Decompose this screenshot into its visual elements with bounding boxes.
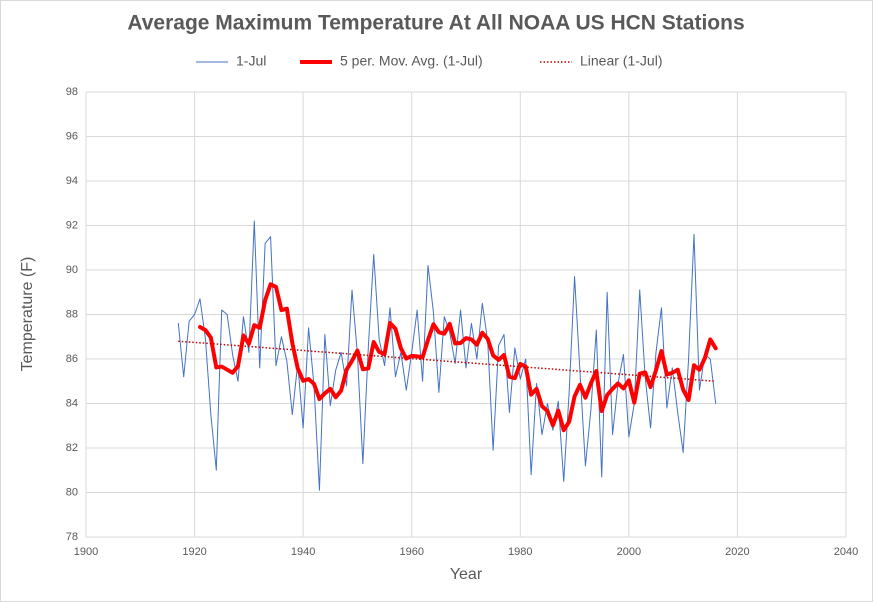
x-axis-label: Year — [450, 566, 483, 583]
series-line — [177, 220, 717, 491]
y-tick-label: 94 — [66, 175, 78, 187]
y-tick-label: 82 — [66, 442, 78, 454]
x-tick-label: 1980 — [508, 546, 532, 558]
x-tick-label: 1960 — [399, 546, 423, 558]
legend-label: Linear (1-Jul) — [580, 53, 662, 69]
legend-label: 5 per. Mov. Avg. (1-Jul) — [340, 53, 483, 69]
plot — [177, 220, 718, 491]
y-tick-label: 84 — [66, 397, 78, 409]
legend: 1-Jul 5 per. Mov. Avg. (1-Jul) Linear (1-J… — [196, 53, 662, 69]
y-tick-label: 80 — [66, 486, 78, 498]
x-tick-label: 1940 — [291, 546, 315, 558]
series-line — [198, 282, 718, 433]
y-tick-label: 92 — [66, 219, 78, 231]
legend-label: 1-Jul — [236, 53, 266, 69]
x-tick-label: 2020 — [725, 546, 749, 558]
x-tick-label: 2000 — [617, 546, 641, 558]
grid: 78 80 82 84 86 88 90 92 94 96 98 1900 1920 1940 1960 19… — [66, 86, 858, 558]
chart-title: Average Maximum Temperature At All NOAA … — [127, 12, 744, 35]
series-line — [178, 340, 716, 382]
y-tick-label: 86 — [66, 353, 78, 365]
y-tick-label: 88 — [66, 308, 78, 320]
y-tick-label: 78 — [66, 531, 78, 543]
y-tick-label: 90 — [66, 264, 78, 276]
y-tick-label: 96 — [66, 130, 78, 142]
y-axis-label: Temperature (F) — [19, 257, 36, 372]
y-tick-label: 98 — [66, 86, 78, 98]
x-tick-label: 1920 — [182, 546, 206, 558]
x-tick-label: 1900 — [74, 546, 98, 558]
x-tick-label: 2040 — [834, 546, 858, 558]
